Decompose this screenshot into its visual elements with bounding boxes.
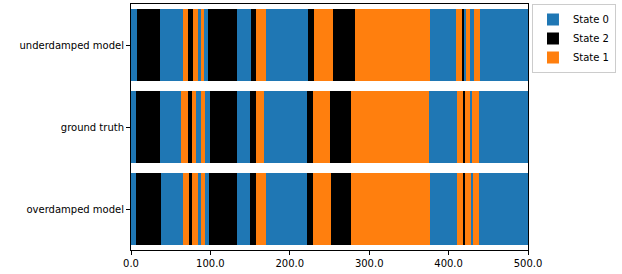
svg-text:500.0: 500.0	[514, 258, 543, 269]
svg-text:0.0: 0.0	[123, 258, 139, 269]
svg-text:200.0: 200.0	[275, 258, 304, 269]
svg-text:State 1: State 1	[573, 52, 609, 63]
svg-text:overdamped model: overdamped model	[26, 204, 124, 215]
svg-text:300.0: 300.0	[355, 258, 384, 269]
svg-text:400.0: 400.0	[434, 258, 463, 269]
svg-text:100.0: 100.0	[196, 258, 225, 269]
svg-text:State 0: State 0	[573, 14, 609, 25]
svg-text:underdamped model: underdamped model	[20, 40, 125, 51]
svg-text:ground truth: ground truth	[61, 122, 124, 133]
svg-text:State 2: State 2	[573, 33, 609, 44]
